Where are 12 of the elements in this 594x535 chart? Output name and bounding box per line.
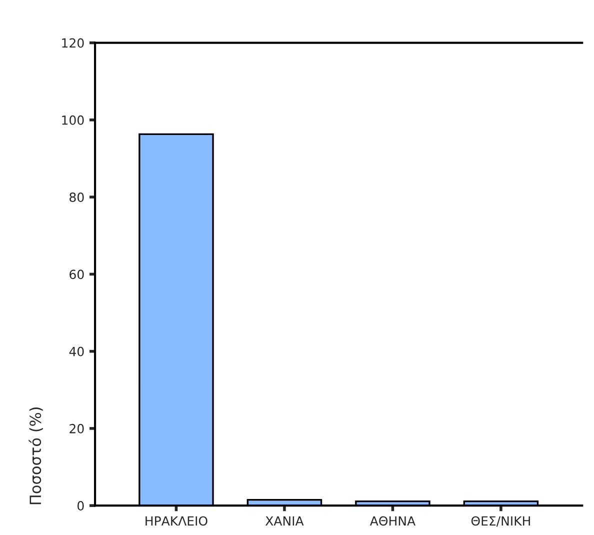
y-tick-label: 20 [70, 424, 84, 434]
y-tick-label: 60 [70, 270, 84, 280]
y-tick-label: 40 [69, 346, 84, 356]
x-tick-label: ΧΑΝΙΑ [265, 516, 304, 526]
x-tick-label: ΗΡΑΚΛΕΙΟ [146, 516, 208, 526]
y-axis-title: Ποσοστό (%) [28, 408, 43, 504]
y-tick-label: 120 [62, 38, 84, 48]
y-tick-label: 100 [62, 115, 84, 125]
y-tick-label: 80 [70, 192, 84, 202]
x-tick-label: ΑΘΗΝΑ [370, 516, 416, 526]
y-tick-label: 0 [77, 501, 84, 510]
x-tick-label: ΘΕΣ/ΝΙΚΗ [471, 516, 530, 527]
